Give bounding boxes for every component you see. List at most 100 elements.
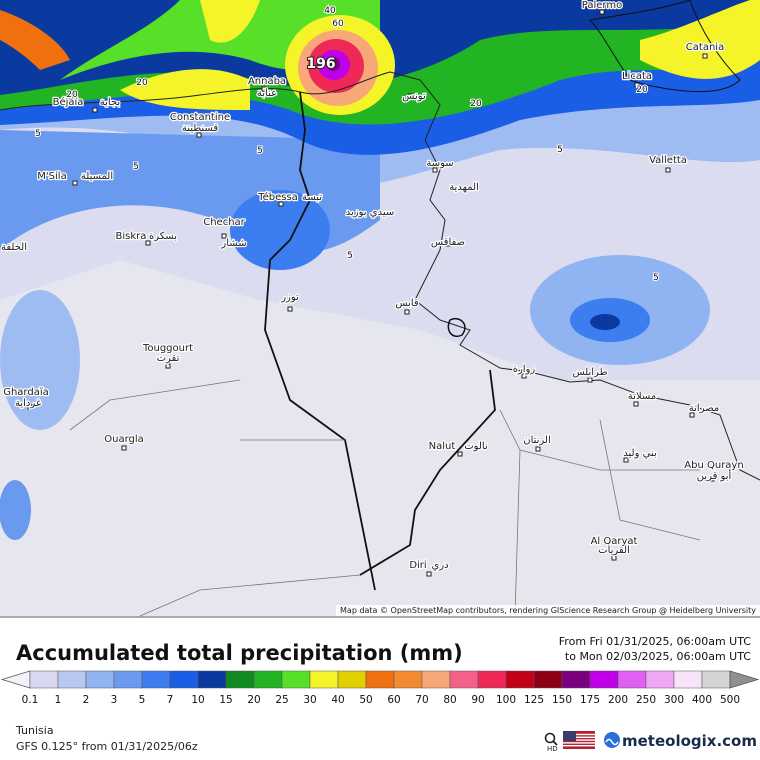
place-label: Annaba	[248, 76, 286, 87]
legend-label: 15	[219, 694, 232, 706]
place-label: Touggourt	[142, 343, 193, 354]
legend-swatch	[309, 670, 339, 689]
legend-label: 70	[415, 694, 428, 706]
border	[359, 369, 496, 576]
legend-swatch	[253, 670, 283, 689]
contour-label: 5	[257, 146, 263, 156]
legend-label: 150	[552, 694, 572, 706]
legend-swatch	[477, 670, 507, 689]
place-label: Ouargla	[104, 434, 144, 445]
legend-swatch	[533, 670, 563, 689]
legend-label: 3	[111, 694, 118, 706]
place-label: المسيلة	[81, 171, 113, 182]
precip-yellow	[200, 0, 260, 43]
place-label: تونس	[402, 91, 426, 102]
place-label: قابس	[395, 298, 419, 309]
city-markers	[27, 9, 715, 577]
legend-arrow	[729, 670, 760, 689]
island	[447, 318, 466, 337]
place-label: Licata	[622, 71, 652, 82]
legend-swatch	[393, 670, 423, 689]
contour-label: 5	[653, 273, 659, 283]
dry-area	[0, 260, 760, 616]
title: Accumulated total precipitation (mm)	[16, 641, 463, 665]
legend-label: 2	[83, 694, 90, 706]
precip-dark	[590, 314, 620, 330]
legend-swatch	[85, 670, 115, 689]
place-label: نالوت	[464, 441, 487, 452]
place-label: الخلفة	[1, 242, 27, 253]
legend-label: 175	[580, 694, 600, 706]
legend-swatch	[505, 670, 535, 689]
legend-swatch	[617, 670, 647, 689]
place-label: Abu Qurayn	[684, 460, 743, 471]
place-label: بسكرة	[149, 231, 177, 242]
place-label: Al Qaryat	[591, 536, 638, 547]
legend-swatch	[365, 670, 395, 689]
place-label: Diri	[409, 560, 426, 571]
legend-swatch	[113, 670, 143, 689]
legend-label: 0.1	[22, 694, 39, 706]
place-label: القريات	[598, 545, 630, 556]
precip-orange	[0, 10, 70, 70]
legend-swatch	[673, 670, 703, 689]
map: Palermo Catania Licata Annaba عنابة Béja…	[0, 0, 760, 617]
place-label: Tébessa	[257, 191, 298, 203]
precip-yellow	[640, 0, 760, 79]
contour-label: 20	[470, 99, 482, 109]
place-label: Valletta	[649, 155, 687, 166]
place-label: تقرت	[157, 353, 180, 364]
place-label: ششار	[220, 238, 246, 249]
legend-swatch	[281, 670, 311, 689]
legend-label: 250	[636, 694, 656, 706]
legend: 0.1 1 2 3 5 7 10 15 20 25 30 40 50 60 70 80 90 100 125 150 1…	[0, 670, 760, 706]
legend-swatch	[169, 670, 199, 689]
legend-label: 50	[359, 694, 372, 706]
brand-name[interactable]: meteologix.com	[622, 732, 757, 750]
contour-label: 20	[636, 85, 648, 95]
hd-label: HD	[547, 745, 558, 753]
place-label: توزر	[280, 292, 299, 303]
place-label: M'Sila	[37, 171, 66, 182]
contour-label: 5	[133, 162, 139, 172]
place-label: غرداية	[15, 398, 41, 409]
place-labels: Palermo Catania Licata Annaba عنابة Béja…	[0, 0, 745, 572]
legend-label: 1	[55, 694, 62, 706]
legend-label: 125	[524, 694, 544, 706]
border	[264, 91, 376, 591]
place-label: عنابة	[257, 88, 277, 99]
legend-label: 100	[496, 694, 516, 706]
legend-label: 60	[387, 694, 400, 706]
place-label: الزنتان	[523, 435, 551, 446]
admin-line	[69, 379, 701, 617]
place-label: مسلاتة	[628, 391, 656, 402]
place-label: تبسة	[302, 192, 322, 203]
place-label: Chechar	[203, 217, 245, 228]
legend-label: 20	[247, 694, 260, 706]
coastline	[588, 0, 741, 92]
contour-label: 5	[557, 145, 563, 155]
period-from: From Fri 01/31/2025, 06:00am UTC	[559, 635, 752, 648]
contour-label: 40	[324, 6, 336, 16]
contour-label: 5	[35, 129, 41, 139]
legend-label: 25	[275, 694, 288, 706]
legend-label: 500	[720, 694, 740, 706]
brand-logo[interactable]: meteologix.com	[604, 732, 757, 750]
attribution: Map data © OpenStreetMap contributors, r…	[340, 606, 756, 615]
place-label: Catania	[686, 42, 724, 53]
contour-labels: 40 60 20 20 20 20 5 5 5 5 5 5	[34, 5, 660, 284]
max-value: 196	[306, 56, 335, 72]
place-label: سوسة	[426, 158, 453, 169]
legend-swatch	[57, 670, 87, 689]
model: GFS 0.125° from 01/31/2025/06z	[16, 740, 198, 753]
region: Tunisia	[15, 724, 54, 737]
place-label: Biskra	[116, 231, 147, 242]
attribution-bg	[336, 605, 760, 616]
legend-swatch	[449, 670, 479, 689]
legend-label: 10	[191, 694, 204, 706]
precip-blue	[0, 480, 31, 540]
legend-label: 400	[692, 694, 712, 706]
legend-label: 40	[331, 694, 344, 706]
